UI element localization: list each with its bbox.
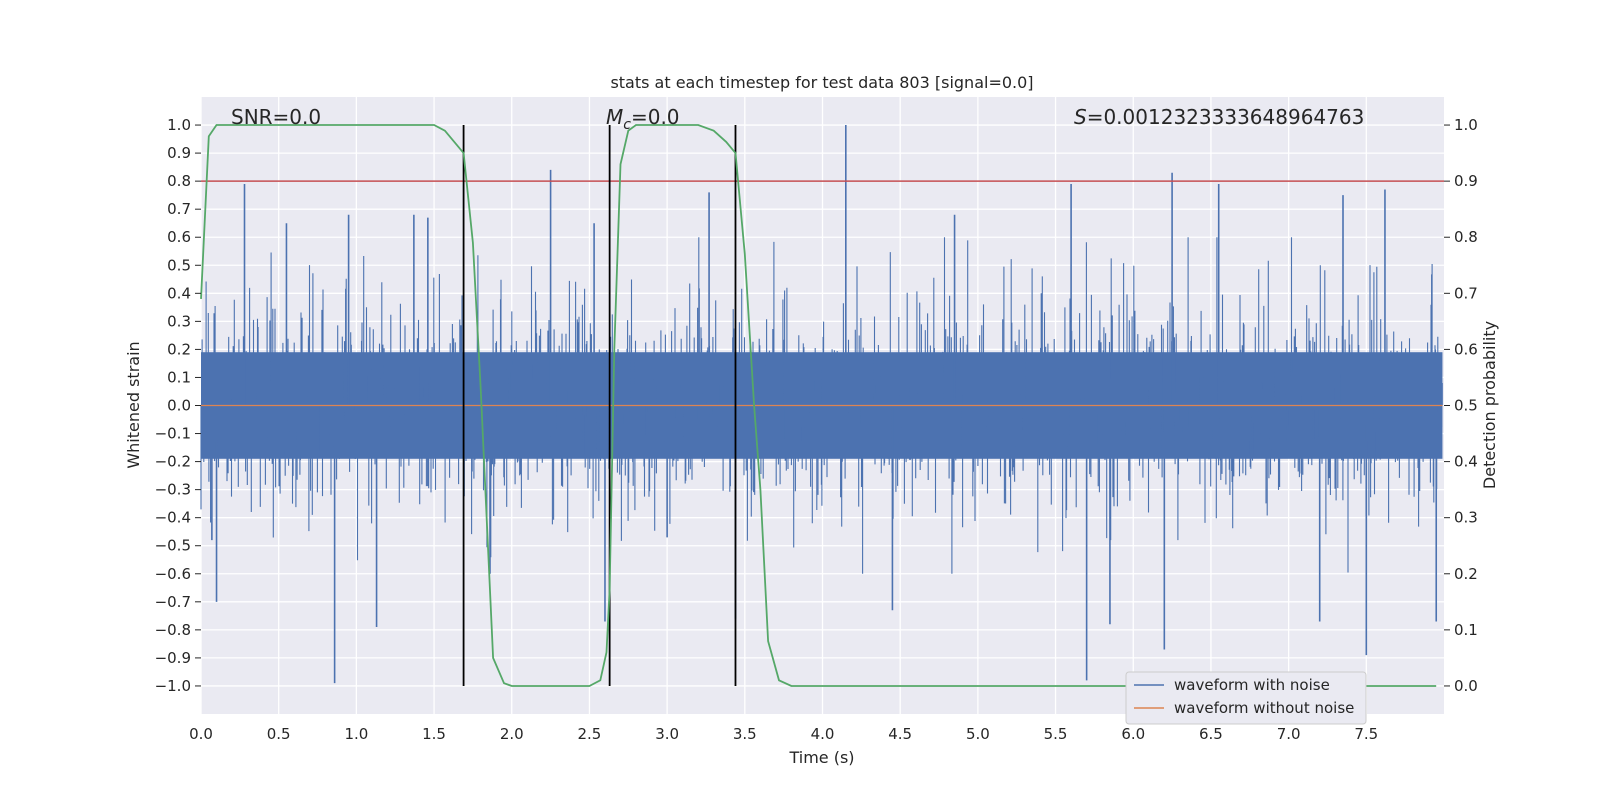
y-left-tick-label: 0.8: [167, 172, 191, 190]
y-left-tick-label: 0.3: [167, 312, 191, 330]
legend: waveform with noise waveform without noi…: [1125, 671, 1367, 725]
x-tick-label: 1.5: [422, 725, 446, 743]
chirp-mass-annotation: Mc=0.0: [606, 105, 680, 133]
chart-title: stats at each timestep for test data 803…: [610, 73, 1033, 92]
x-tick-label: 0.0: [189, 725, 213, 743]
y-right-tick-label: 0.9: [1454, 172, 1478, 190]
y-left-tick-label: 0.6: [167, 228, 191, 246]
x-tick-label: 1.0: [344, 725, 368, 743]
y-right-tick-label: 0.7: [1454, 284, 1478, 302]
y-left-tick-label: −1.0: [155, 677, 191, 695]
y-left-tick-label: 0.4: [167, 284, 191, 302]
y-right-tick-label: 1.0: [1454, 116, 1478, 134]
y-left-tick-label: −0.5: [155, 537, 191, 555]
x-tick-label: 6.5: [1199, 725, 1223, 743]
y-right-tick-label: 0.3: [1454, 509, 1478, 527]
legend-label-clean: waveform without noise: [1174, 699, 1354, 717]
x-tick-label: 3.5: [733, 725, 757, 743]
x-tick-label: 2.5: [578, 725, 602, 743]
y-right-tick-label: 0.1: [1454, 621, 1478, 639]
x-tick-label: 2.0: [500, 725, 524, 743]
x-tick-label: 7.0: [1277, 725, 1301, 743]
y-right-tick-label: 0.8: [1454, 228, 1478, 246]
x-tick-label: 4.0: [811, 725, 835, 743]
legend-label-noisy: waveform with noise: [1174, 676, 1330, 694]
y-right-tick-label: 0.5: [1454, 397, 1478, 415]
y-left-tick-label: 0.5: [167, 256, 191, 274]
y-left-tick-label: 0.7: [167, 200, 191, 218]
y-axis-label-left: Whitened strain: [124, 341, 143, 468]
y-right-tick-label: 0.6: [1454, 340, 1478, 358]
x-tick-label: 0.5: [267, 725, 291, 743]
x-tick-label: 3.0: [655, 725, 679, 743]
y-left-tick-label: −0.2: [155, 453, 191, 471]
x-axis-label: Time (s): [788, 748, 854, 767]
y-left-tick-label: 1.0: [167, 116, 191, 134]
x-tick-label: 6.0: [1121, 725, 1145, 743]
y-right-tick-label: 0.4: [1454, 453, 1478, 471]
chirp-mass-subscript: c: [623, 117, 631, 133]
y-left-tick-label: −0.6: [155, 565, 191, 583]
x-tick-label: 5.0: [966, 725, 990, 743]
y-left-tick-label: −0.9: [155, 649, 191, 667]
y-right-tick-label: 0.0: [1454, 677, 1478, 695]
y-left-tick-label: −0.7: [155, 593, 191, 611]
y-left-tick-label: −0.8: [155, 621, 191, 639]
y-left-tick-label: −0.4: [155, 509, 191, 527]
x-tick-label: 7.5: [1354, 725, 1378, 743]
y-left-tick-label: −0.3: [155, 481, 191, 499]
detection-probability-line: [200, 124, 1437, 687]
y-left-tick-label: 0.9: [167, 144, 191, 162]
y-axis-label-right: Detection probability: [1480, 321, 1499, 489]
x-tick-label: 4.5: [888, 725, 912, 743]
y-left-tick-label: 0.0: [167, 397, 191, 415]
y-left-tick-label: 0.2: [167, 340, 191, 358]
s-statistic-annotation: S=0.0012323333648964763: [1074, 105, 1364, 129]
y-right-tick-label: 0.2: [1454, 565, 1478, 583]
chirp-mass-symbol: M: [606, 105, 623, 129]
legend-box: [1125, 671, 1367, 725]
y-left-tick-label: −0.1: [155, 425, 191, 443]
axis-ticks: 0.0 0.5 1.0 1.5 2.0 2.5 3.0 3.5 4.0 4.5 5.0 5.5 6.0 6…: [155, 116, 1478, 743]
x-tick-label: 5.5: [1044, 725, 1068, 743]
chirp-mass-value: =0.0: [631, 105, 680, 129]
s-statistic-value: =0.0012323333648964763: [1087, 105, 1365, 129]
noisy-waveform-trace: [200, 237, 1443, 574]
snr-annotation: SNR=0.0: [231, 105, 321, 129]
s-statistic-symbol: S: [1074, 105, 1087, 129]
y-left-tick-label: 0.1: [167, 368, 191, 386]
